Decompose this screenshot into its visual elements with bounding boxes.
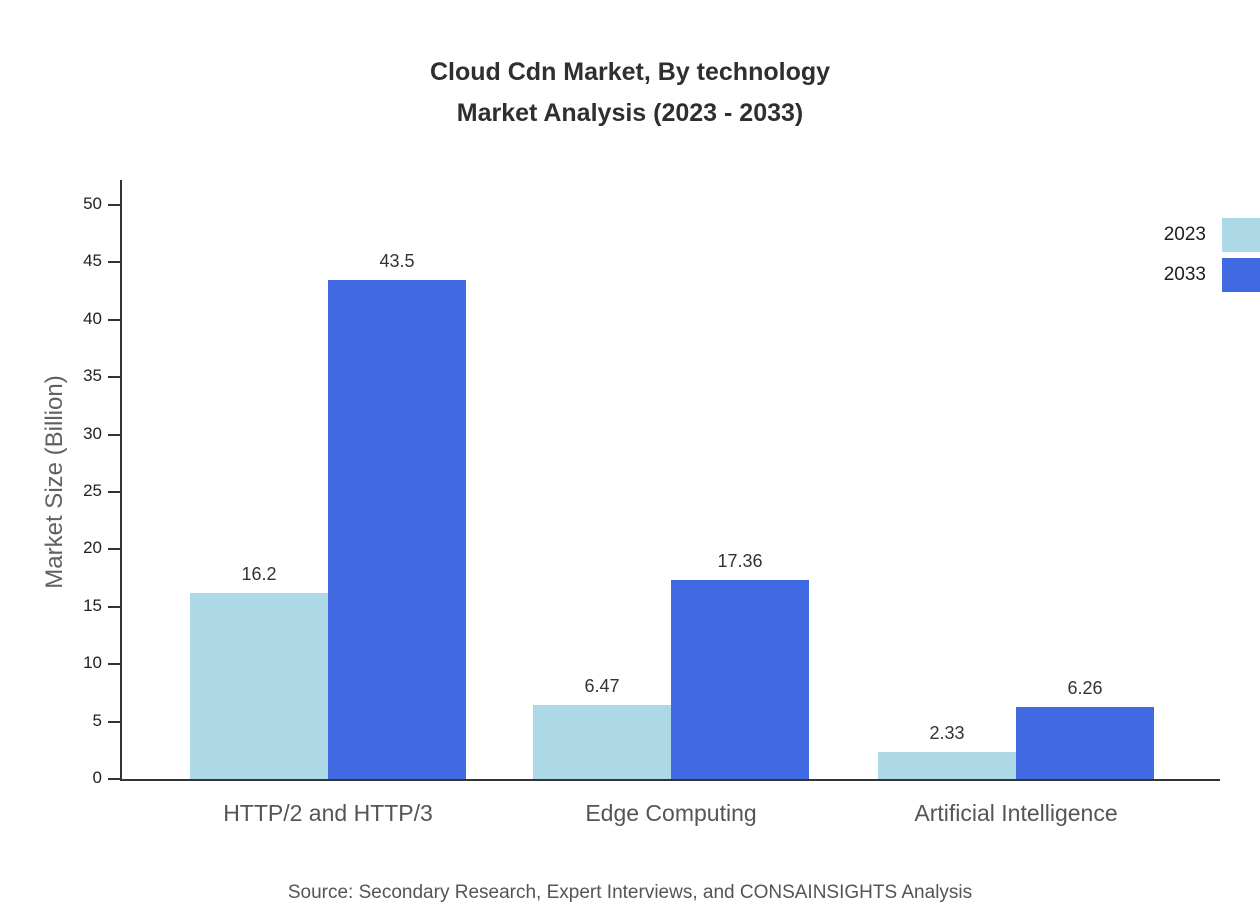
legend: 2023 2033 (1164, 218, 1260, 292)
y-tick-mark (108, 663, 120, 666)
y-tick-mark (108, 204, 120, 206)
source-note: Source: Secondary Research, Expert Inter… (287, 882, 973, 903)
bar-2023-0 (190, 593, 328, 779)
chart-title: Cloud Cdn Market, By technology Market A… (0, 52, 1260, 134)
y-tick-label: 5 (92, 710, 102, 730)
y-tick-mark (108, 720, 120, 723)
y-tick-label: 25 (83, 481, 102, 500)
chart-title-line2: Market Analysis (2023 - 2033) (456, 99, 804, 127)
legend-label: 2033 (1163, 264, 1206, 285)
bar-value-label: 6.47 (584, 675, 620, 696)
y-tick-mark (108, 491, 120, 493)
chart-title-line1: Cloud Cdn Market, By technology (429, 58, 831, 86)
bar-value-label: 43.5 (379, 250, 415, 271)
bar-2033-2 (1016, 707, 1154, 779)
y-tick-mark (108, 433, 120, 436)
y-tick-label: 30 (83, 423, 102, 443)
bar-2023-1 (533, 704, 671, 779)
legend-swatch (1222, 258, 1260, 292)
bar-value-label: 16.2 (241, 564, 277, 585)
legend-item-2023: 2023 (1164, 218, 1260, 252)
y-tick-label: 10 (83, 653, 102, 673)
category-label: Artificial Intelligence (914, 800, 1118, 826)
y-tick-label: 35 (83, 366, 102, 386)
y-tick-label: 40 (83, 308, 102, 328)
plot-area: 0 5 10 15 20 25 30 35 40 45 50 16.2 43.5 HTTP/2 and H… (83, 180, 1220, 826)
bar-2033-1 (671, 579, 809, 779)
bar-value-label: 2.33 (929, 723, 965, 744)
legend-item-2033: 2033 (1164, 258, 1260, 292)
y-tick-label: 50 (83, 194, 102, 213)
bar-value-label: 17.36 (717, 550, 763, 571)
bar-2023-2 (878, 752, 1016, 779)
y-tick-label: 15 (83, 595, 102, 615)
y-tick-label: 0 (92, 768, 102, 787)
bar-2033-0 (328, 279, 466, 779)
y-tick-mark (108, 376, 120, 379)
category-label: Edge Computing (585, 800, 757, 826)
category-label: HTTP/2 and HTTP/3 (223, 800, 433, 826)
legend-swatch (1222, 218, 1260, 252)
legend-label: 2023 (1163, 224, 1206, 245)
y-tick-mark (108, 605, 120, 608)
y-tick-mark (108, 778, 120, 780)
y-tick-label: 45 (83, 251, 102, 271)
y-tick-label: 20 (83, 538, 102, 558)
bar-value-label: 6.26 (1067, 678, 1103, 699)
y-tick-mark (108, 318, 120, 321)
y-tick-mark (108, 548, 120, 551)
y-tick-mark (108, 261, 120, 264)
